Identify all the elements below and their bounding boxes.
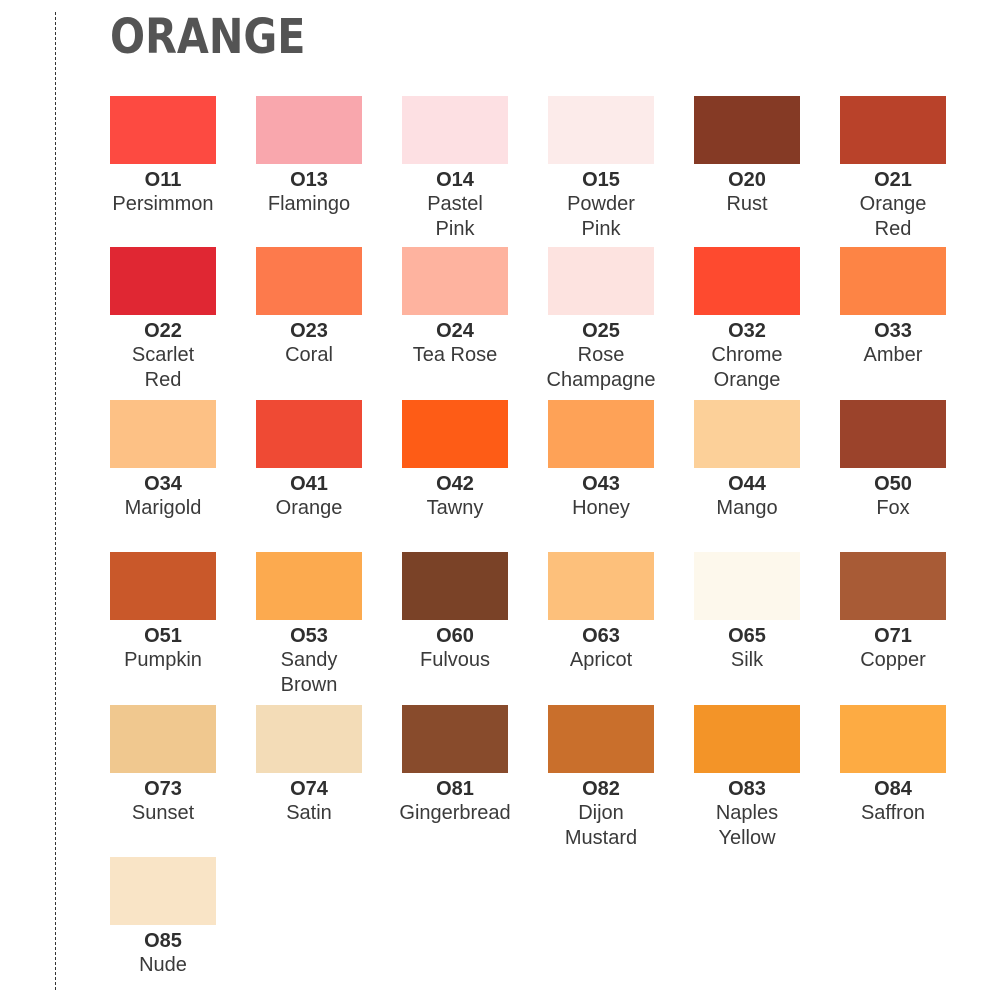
swatch-code: O51 [144, 625, 182, 647]
color-chip [110, 400, 216, 468]
swatch-name: Scarlet Red [131, 344, 195, 391]
color-chip [694, 705, 800, 773]
swatch-name: Tawny [426, 497, 484, 519]
swatch-code: O20 [728, 169, 766, 191]
color-chip [548, 552, 654, 620]
swatch-code: O21 [874, 169, 912, 191]
swatch-name: Orange [275, 497, 343, 519]
swatch-name: Satin [286, 802, 332, 824]
swatch-code: O25 [582, 320, 620, 342]
swatch-name: Powder Pink [567, 193, 635, 240]
swatch-code: O15 [582, 169, 620, 191]
color-chip [402, 705, 508, 773]
color-chip [402, 552, 508, 620]
swatch-name: Silk [730, 649, 764, 671]
swatch-name: Chrome Orange [711, 344, 783, 391]
swatch-code: O23 [290, 320, 328, 342]
swatch-name: Apricot [569, 649, 633, 671]
swatch-name: Pastel Pink [427, 193, 483, 240]
swatch-code: O34 [144, 473, 182, 495]
swatch-code: O82 [582, 778, 620, 800]
color-chip [110, 247, 216, 315]
swatch-name: Naples Yellow [715, 802, 779, 849]
swatch-code: O83 [728, 778, 766, 800]
swatch-code: O74 [290, 778, 328, 800]
swatch-name: Copper [860, 649, 926, 671]
swatch-name: Sunset [131, 802, 195, 824]
swatch-code: O63 [582, 625, 620, 647]
swatch-name: Tea Rose [412, 344, 498, 366]
swatch-code: O65 [728, 625, 766, 647]
swatch-code: O11 [144, 169, 182, 191]
color-chip [840, 705, 946, 773]
swatch-name: Marigold [124, 497, 202, 519]
color-chip [402, 400, 508, 468]
swatch-code: O43 [582, 473, 620, 495]
color-chip [840, 552, 946, 620]
swatch-code: O41 [290, 473, 328, 495]
color-chip [110, 96, 216, 164]
page-title: ORANGE [110, 9, 306, 65]
swatch-code: O44 [728, 473, 766, 495]
swatch-name: Mango [716, 497, 778, 519]
swatch-code: O60 [436, 625, 474, 647]
swatch-name: Fox [876, 497, 910, 519]
swatch-name: Sandy Brown [280, 649, 338, 696]
swatch-code: O33 [874, 320, 912, 342]
color-chip [840, 96, 946, 164]
swatch-name: Nude [139, 954, 187, 976]
color-chip [256, 96, 362, 164]
color-chip [840, 247, 946, 315]
color-chip [110, 705, 216, 773]
swatch-name: Fulvous [419, 649, 491, 671]
color-chip [256, 705, 362, 773]
swatch-code: O71 [874, 625, 912, 647]
swatch-name: Amber [863, 344, 923, 366]
color-chip [548, 705, 654, 773]
swatch-name: Coral [285, 344, 333, 366]
swatch-name: Saffron [860, 802, 926, 824]
color-chip [402, 96, 508, 164]
swatch-name: Flamingo [267, 193, 351, 215]
color-chip [110, 857, 216, 925]
swatch-name: Pumpkin [124, 649, 202, 671]
color-chip [548, 400, 654, 468]
color-chip [548, 96, 654, 164]
swatch-code: O22 [144, 320, 182, 342]
swatch-code: O13 [290, 169, 328, 191]
color-chip [840, 400, 946, 468]
color-chip [256, 247, 362, 315]
color-chip [694, 96, 800, 164]
swatch-code: O81 [436, 778, 474, 800]
swatch-code: O24 [436, 320, 474, 342]
swatch-code: O84 [874, 778, 912, 800]
swatch-code: O50 [874, 473, 912, 495]
color-chip [256, 552, 362, 620]
color-chip [402, 247, 508, 315]
color-chip [110, 552, 216, 620]
swatch-code: O85 [144, 930, 182, 952]
color-chip [694, 552, 800, 620]
color-chip [694, 400, 800, 468]
swatch-code: O14 [436, 169, 474, 191]
swatch-code: O73 [144, 778, 182, 800]
swatch-name: Rust [726, 193, 768, 215]
swatch-name: Dijon Mustard [564, 802, 638, 849]
swatch-name: Gingerbread [399, 802, 511, 824]
swatch-name: Persimmon [112, 193, 214, 215]
color-chip [256, 400, 362, 468]
swatch-code: O32 [728, 320, 766, 342]
swatch-code: O42 [436, 473, 474, 495]
color-chip [548, 247, 654, 315]
swatch-code: O53 [290, 625, 328, 647]
dashed-divider [55, 12, 56, 990]
color-chip [694, 247, 800, 315]
swatch-name: Orange Red [859, 193, 927, 240]
swatch-name: Rose Champagne [546, 344, 656, 391]
swatch-name: Honey [572, 497, 630, 519]
